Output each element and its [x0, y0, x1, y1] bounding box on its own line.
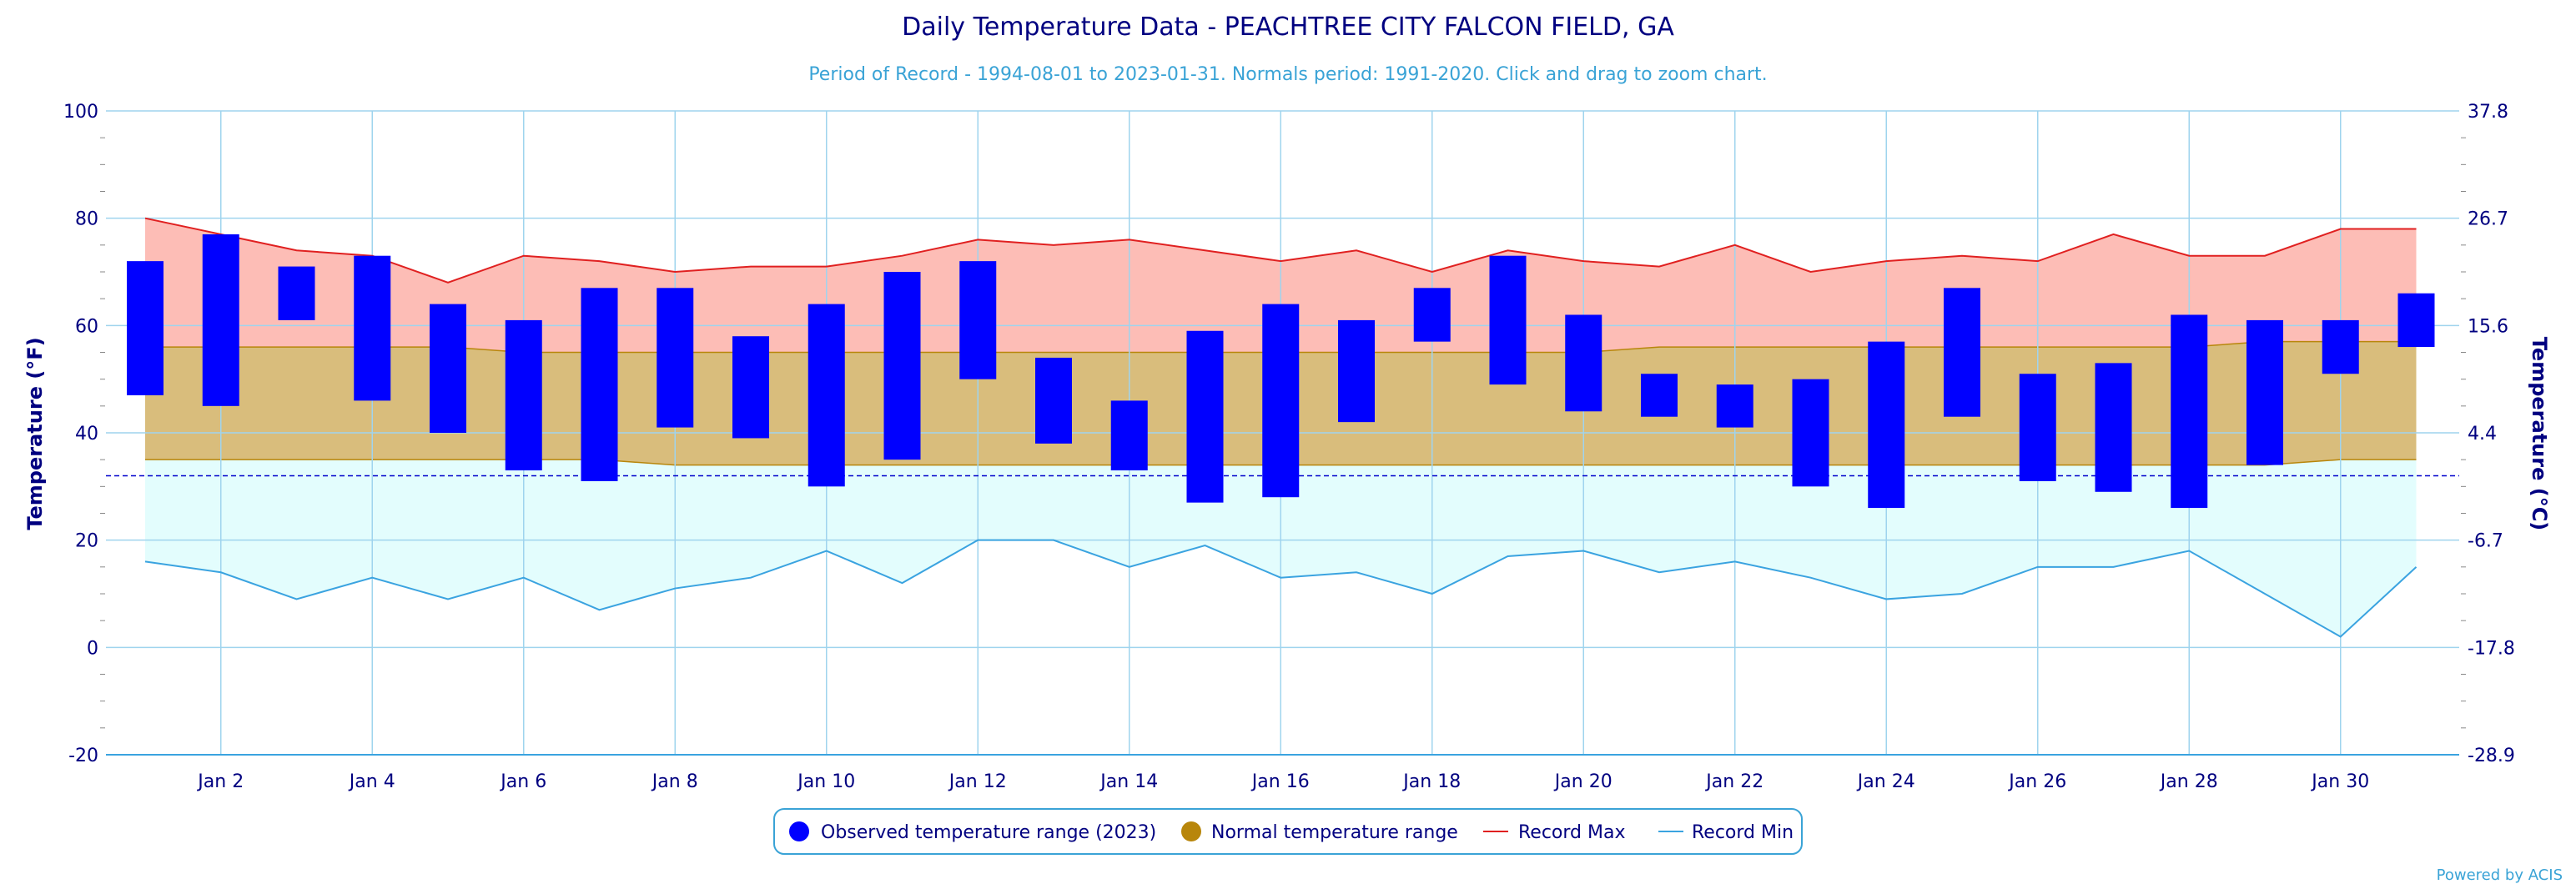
- observed-bar[interactable]: [2397, 293, 2435, 348]
- observed-bar[interactable]: [1413, 288, 1451, 342]
- x-tick-label: Jan 24: [1856, 771, 1915, 792]
- observed-bar[interactable]: [959, 261, 997, 379]
- observed-bar[interactable]: [1944, 288, 1980, 417]
- x-tick-label: Jan 26: [2007, 771, 2066, 792]
- y-tick-label-left: 0: [87, 638, 98, 659]
- record-min-line[interactable]: [144, 539, 2418, 638]
- observed-bar[interactable]: [278, 266, 315, 320]
- x-tick-label: Jan 12: [948, 771, 1007, 792]
- x-tick-label: Jan 20: [1553, 771, 1613, 792]
- x-tick-label: Jan 4: [348, 771, 395, 792]
- legend-box: [773, 808, 1803, 855]
- y-tick-label-left: 60: [75, 316, 98, 337]
- y-tick-label-left: 40: [75, 424, 98, 444]
- observed-bar[interactable]: [1186, 330, 1224, 503]
- x-tick-label: Jan 16: [1250, 771, 1310, 792]
- x-tick-label: Jan 6: [499, 771, 546, 792]
- y-tick-label-right: 37.8: [2468, 102, 2508, 123]
- observed-bar[interactable]: [1716, 384, 1753, 428]
- observed-bar[interactable]: [354, 255, 391, 401]
- x-tick-label: Jan 28: [2159, 771, 2218, 792]
- y-tick-label-right: -28.9: [2468, 746, 2515, 766]
- observed-bar[interactable]: [1489, 255, 1527, 385]
- observed-bar[interactable]: [430, 304, 466, 433]
- y-tick-label-left: -20: [68, 746, 98, 766]
- y-tick-label-right: -6.7: [2468, 531, 2503, 552]
- y-tick-label-right: 4.4: [2468, 424, 2497, 444]
- observed-bar[interactable]: [1110, 400, 1148, 471]
- y-axis-title-right: Temperature (°C): [2528, 337, 2551, 531]
- legend-normal-label[interactable]: Normal temperature range: [1211, 822, 1458, 843]
- observed-bar[interactable]: [732, 336, 769, 439]
- observed-bar[interactable]: [2171, 314, 2208, 509]
- observed-bar[interactable]: [883, 272, 921, 460]
- y-tick-label-left: 20: [75, 531, 98, 552]
- observed-bar[interactable]: [127, 261, 164, 395]
- y-tick-label-right: 15.6: [2468, 316, 2508, 337]
- observed-bar[interactable]: [505, 319, 542, 471]
- legend: Observed temperature range (2023) Normal…: [773, 808, 1803, 855]
- y-tick-label-left: 100: [63, 102, 98, 123]
- chart-title: Daily Temperature Data - PEACHTREE CITY …: [902, 13, 1674, 42]
- x-tick-label: Jan 22: [1704, 771, 1763, 792]
- x-tick-label: Jan 2: [196, 771, 244, 792]
- x-tick-label: Jan 10: [796, 771, 855, 792]
- legend-record-min-label[interactable]: Record Min: [1692, 822, 1794, 843]
- observed-bar[interactable]: [1868, 341, 1905, 509]
- x-tick-label: Jan 18: [1401, 771, 1461, 792]
- observed-bar[interactable]: [581, 288, 618, 481]
- chart-subtitle: Period of Record - 1994-08-01 to 2023-01…: [808, 64, 1767, 85]
- observed-bar[interactable]: [2019, 374, 2056, 481]
- record-max-line[interactable]: [144, 217, 2417, 284]
- x-tick-label: Jan 14: [1099, 771, 1158, 792]
- legend-normal-icon: [1181, 821, 1201, 841]
- legend-observed-icon: [789, 821, 809, 841]
- observed-bar[interactable]: [1565, 314, 1602, 412]
- y-tick-label-left: 80: [75, 209, 98, 230]
- x-tick-label: Jan 8: [651, 771, 698, 792]
- observed-bar[interactable]: [1641, 374, 1678, 417]
- observed-bar[interactable]: [657, 288, 694, 428]
- y-tick-label-right: 26.7: [2468, 209, 2508, 230]
- observed-bar[interactable]: [1262, 304, 1300, 498]
- observed-bar[interactable]: [2095, 363, 2132, 492]
- x-tick-label: Jan 30: [2310, 771, 2369, 792]
- observed-bar[interactable]: [2246, 319, 2283, 465]
- legend-record-max-label[interactable]: Record Max: [1518, 822, 1626, 843]
- observed-bar[interactable]: [202, 234, 239, 406]
- credit-link[interactable]: Powered by ACIS: [2437, 866, 2563, 884]
- legend-observed-label[interactable]: Observed temperature range (2023): [821, 822, 1156, 843]
- y-tick-label-right: -17.8: [2468, 638, 2515, 659]
- observed-bar[interactable]: [1338, 319, 1375, 423]
- observed-bar[interactable]: [2322, 319, 2359, 374]
- observed-bar[interactable]: [808, 304, 845, 487]
- y-axis-title-left: Temperature (°F): [23, 337, 47, 530]
- observed-bar[interactable]: [1035, 357, 1072, 444]
- plot-area[interactable]: -20 -28.9 0 -17.8 20 -6.7 40 4.4 60 15.6 80 26.7 100…: [63, 102, 2515, 792]
- observed-bar[interactable]: [1792, 379, 1829, 487]
